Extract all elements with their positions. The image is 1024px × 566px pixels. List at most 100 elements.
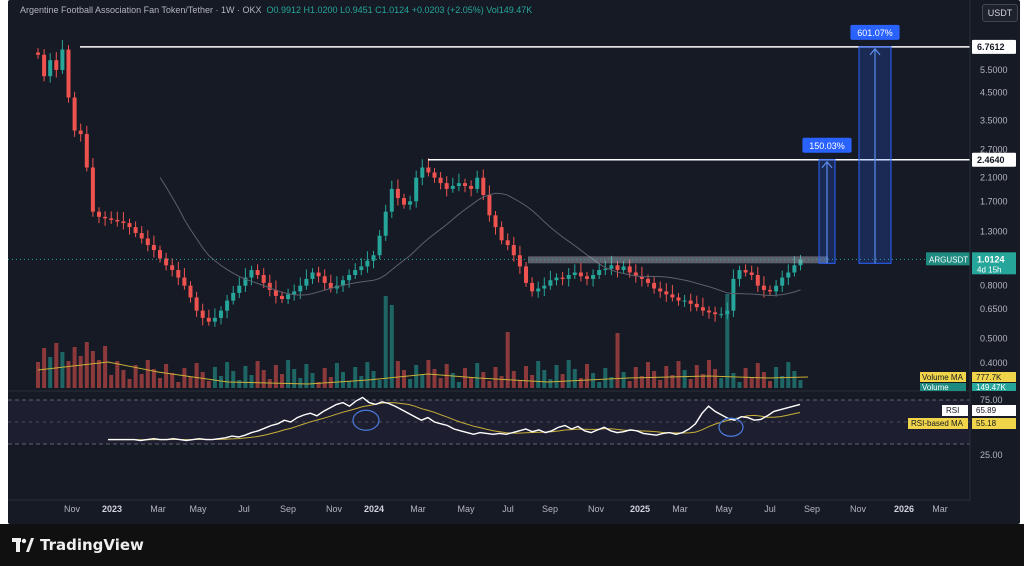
volume-bar xyxy=(517,380,522,388)
candle-body xyxy=(145,238,150,246)
candle-body xyxy=(743,270,748,273)
price-tick-label: 0.5000 xyxy=(980,333,1008,343)
candle-body xyxy=(365,260,370,267)
candle-body xyxy=(133,227,138,234)
chart-svg[interactable]: 5.5000 4.5000 3.5000 2.7000 2.1000 1.7000 1.30… xyxy=(8,0,1020,524)
time-axis-label: May xyxy=(457,504,475,514)
volume-value: Vol149.47K xyxy=(486,5,533,15)
volume-bar xyxy=(511,371,516,388)
candle-body xyxy=(426,167,431,173)
volume-bar xyxy=(798,380,803,388)
volume-bar xyxy=(273,365,278,388)
volume-bar xyxy=(420,374,425,388)
volume-bar xyxy=(505,332,510,388)
volume-bar xyxy=(115,361,120,388)
rsi-band xyxy=(8,400,970,444)
volume-bar xyxy=(280,374,284,388)
volume-bar xyxy=(341,372,345,388)
candle-body xyxy=(548,280,553,286)
volume-bar xyxy=(286,360,291,388)
price-tick-label: 2.1000 xyxy=(980,173,1008,183)
volume-bar xyxy=(383,296,388,388)
candle-body xyxy=(121,221,126,224)
rsi-ma-label-bg xyxy=(908,418,968,429)
volume-bar xyxy=(725,294,730,388)
candle-body xyxy=(664,291,669,295)
volume-bar xyxy=(792,371,797,388)
mid-level-tag-bg xyxy=(972,152,1016,167)
candle-body xyxy=(341,280,345,286)
volume-bar xyxy=(292,369,297,388)
price-tick-label: 4.5000 xyxy=(980,87,1008,97)
volume-bar xyxy=(200,372,205,388)
chart-panel[interactable]: Argentine Football Association Fan Token… xyxy=(8,0,1020,524)
candle-body xyxy=(164,258,169,266)
candle-body xyxy=(786,272,791,278)
mid-level-tag: 2.4640 xyxy=(977,155,1005,165)
currency-button[interactable]: USDT xyxy=(982,4,1018,22)
price-tick-label: 0.8000 xyxy=(980,281,1008,291)
close-value: C1.0124 xyxy=(375,5,410,15)
volume-bar xyxy=(456,382,461,388)
time-axis-label: Mar xyxy=(932,504,948,514)
candle-body xyxy=(66,49,71,98)
volume-bar xyxy=(36,362,40,388)
volume-bar xyxy=(670,375,675,388)
high-value: H1.0200 xyxy=(303,5,338,15)
candle-body xyxy=(304,278,309,286)
time-axis-label: Sep xyxy=(542,504,558,514)
candle-body xyxy=(469,185,474,189)
volume-bar xyxy=(212,367,217,388)
candle-body xyxy=(798,259,803,266)
volume-bar xyxy=(603,368,608,388)
volume-bar xyxy=(755,363,760,388)
volume-bar xyxy=(713,369,718,388)
candle-body xyxy=(499,227,504,241)
volume-bar xyxy=(395,361,400,388)
candle-body xyxy=(585,276,589,279)
candle-body xyxy=(261,275,266,283)
candle-body xyxy=(395,188,400,199)
volume-bar xyxy=(780,376,785,388)
price-tick-label: 2.7000 xyxy=(980,145,1008,155)
time-axis-label: Nov xyxy=(850,504,867,514)
candle-body xyxy=(176,270,181,278)
candle-body xyxy=(420,167,425,178)
candle-body xyxy=(530,282,535,292)
target-arrow-head xyxy=(821,160,833,169)
volume-bar xyxy=(54,343,59,388)
candle-body xyxy=(158,250,162,259)
tradingview-logo[interactable]: TradingView xyxy=(12,532,144,558)
candle-body xyxy=(414,177,419,202)
footer-bar: TradingView xyxy=(0,524,1024,566)
volume-bar xyxy=(249,375,254,388)
volume-bar xyxy=(621,372,626,388)
candle-body xyxy=(36,52,40,55)
price-tick-label: 5.5000 xyxy=(980,65,1008,75)
volume-bar xyxy=(768,381,772,388)
candle-body xyxy=(438,177,443,184)
symbol-header: Argentine Football Association Fan Token… xyxy=(20,5,533,15)
time-axis-label: Mar xyxy=(150,504,166,514)
time-axis-label: 2026 xyxy=(894,504,914,514)
symbol-name[interactable]: Argentine Football Association Fan Token… xyxy=(20,5,213,15)
candle-body xyxy=(353,270,358,276)
volume-bar xyxy=(231,371,236,388)
candle-body xyxy=(572,272,577,276)
volume-bar xyxy=(389,305,394,388)
volume-bar xyxy=(60,352,65,388)
volume-bar xyxy=(737,382,742,388)
candle-body xyxy=(402,198,406,205)
volume-bar xyxy=(652,371,657,388)
candle-body xyxy=(90,167,95,212)
target-label-second: 601.07% xyxy=(857,28,893,38)
candle-body xyxy=(377,235,382,256)
candle-body xyxy=(658,288,663,292)
volume-bar xyxy=(499,376,504,388)
interval-label[interactable]: 1W xyxy=(220,5,235,15)
volume-bar xyxy=(243,366,248,388)
candle-body xyxy=(560,277,565,279)
candle-body xyxy=(219,310,223,318)
candle-body xyxy=(749,272,754,276)
volume-bar xyxy=(707,360,711,388)
